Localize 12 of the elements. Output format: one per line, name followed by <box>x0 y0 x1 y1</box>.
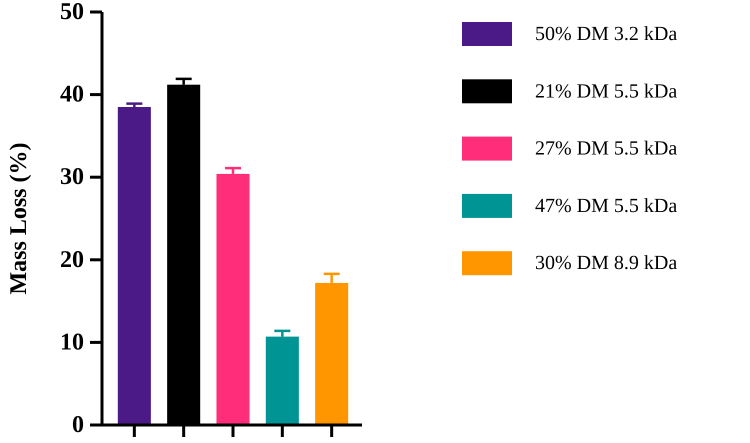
legend-label: 50% DM 3.2 kDa <box>535 23 678 45</box>
legend-label: 47% DM 5.5 kDa <box>535 194 678 217</box>
legend-label: 21% DM 5.5 kDa <box>535 80 678 102</box>
y-tick-label: 20 <box>60 246 84 273</box>
y-tick-label: 40 <box>60 82 84 108</box>
y-tick-label: 50 <box>60 0 84 25</box>
y-tick-label: 30 <box>60 164 84 190</box>
y-tick-label: 0 <box>72 412 84 438</box>
legend-label: 27% DM 5.5 kDa <box>535 138 678 160</box>
y-axis-title: Mass Loss (%) <box>6 142 32 295</box>
y-tick-label: 10 <box>60 329 84 356</box>
legend-label: 30% DM 8.9 kDa <box>535 252 678 274</box>
